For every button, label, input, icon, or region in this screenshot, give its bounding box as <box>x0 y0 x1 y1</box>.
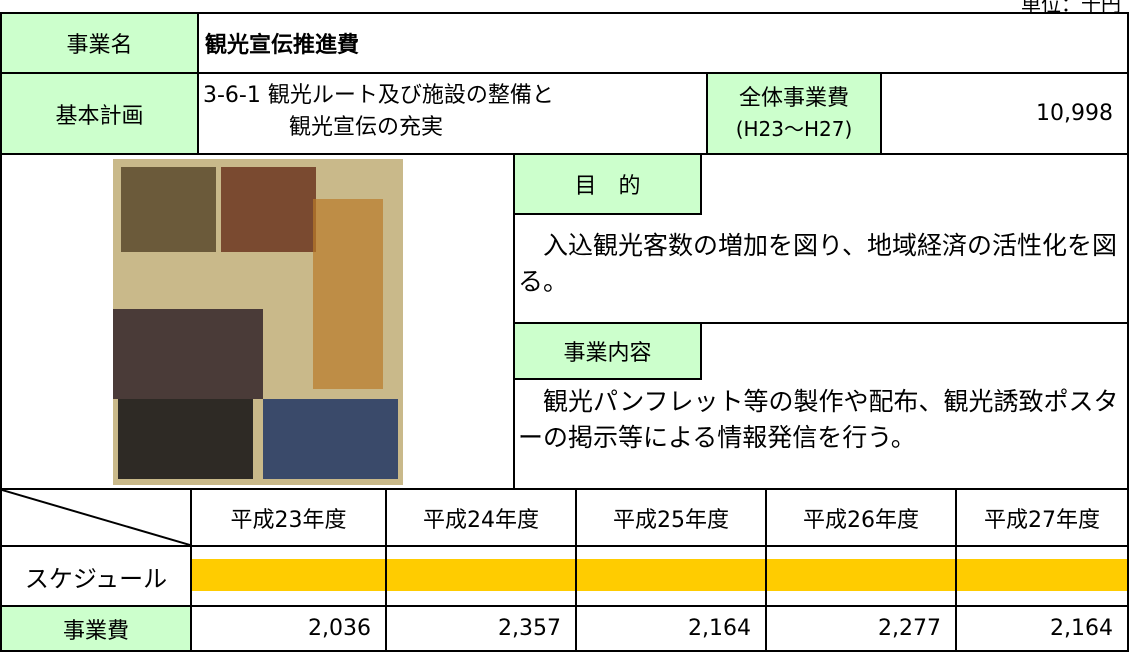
schedule-bar <box>957 559 1127 591</box>
schedule-cell <box>385 545 577 607</box>
schedule-bar <box>577 559 765 591</box>
content-label: 事業内容 <box>513 322 702 380</box>
year-header: 平成23年度 <box>190 488 387 547</box>
year-header: 平成26年度 <box>765 488 957 547</box>
diagonal <box>2 490 190 545</box>
year-header: 平成25年度 <box>575 488 767 547</box>
corner-cell <box>0 488 192 547</box>
project-name: 観光宣伝推進費 <box>197 12 1129 74</box>
schedule-cell <box>190 545 387 607</box>
plan-line: 観光宣伝の充実 <box>289 115 444 140</box>
content-text: 観光パンフレット等の製作や配布、観光誘致ポスターの掲示等による情報発信を行う。 <box>518 387 1119 452</box>
schedule-bar <box>192 559 385 591</box>
cost-value: 2,164 <box>955 605 1129 652</box>
poster-image <box>112 158 403 485</box>
project-label: 事業名 <box>0 12 199 74</box>
schedule-cell <box>955 545 1129 607</box>
plan-line: 3-6-1 観光ルート及び施設の整備と <box>203 83 554 108</box>
year-header: 平成24年度 <box>385 488 577 547</box>
schedule-cell <box>575 545 767 607</box>
purpose-text: 入込観光客数の増加を図り、地域経済の活性化を図る。 <box>518 231 1118 296</box>
schedule-cell <box>765 545 957 607</box>
plan-text: 3-6-1 観光ルート及び施設の整備と 観光宣伝の充実 <box>197 72 708 155</box>
border <box>1127 153 1129 490</box>
image-cell <box>0 153 515 490</box>
total-label: 全体事業費 (H23～H27) <box>706 72 882 155</box>
cost-label: 事業費 <box>0 605 192 652</box>
cost-value: 2,357 <box>385 605 577 652</box>
total-label-line: 全体事業費 <box>738 85 849 111</box>
total-value: 10,998 <box>880 72 1129 155</box>
cost-value: 2,164 <box>575 605 767 652</box>
schedule-bar <box>767 559 955 591</box>
plan-label: 基本計画 <box>0 72 199 155</box>
year-header: 平成27年度 <box>955 488 1129 547</box>
schedule-label: スケジュール <box>0 545 192 607</box>
purpose-label: 目 的 <box>513 153 702 215</box>
divider <box>513 322 1129 324</box>
cost-value: 2,036 <box>190 605 387 652</box>
total-label-line: (H23～H27) <box>735 116 853 141</box>
schedule-bar <box>387 559 575 591</box>
cost-value: 2,277 <box>765 605 957 652</box>
